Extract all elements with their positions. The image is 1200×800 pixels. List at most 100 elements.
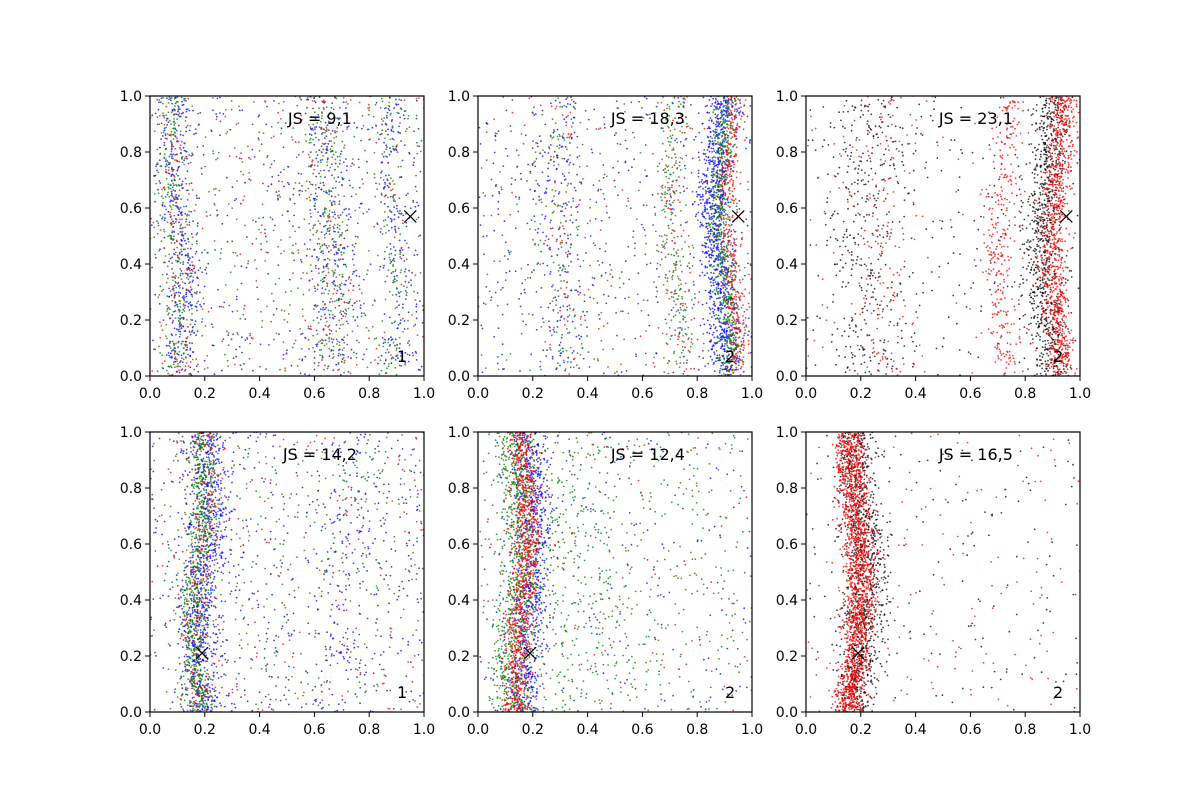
point-green xyxy=(724,286,727,288)
point-green xyxy=(733,302,736,305)
point-blue xyxy=(383,141,385,144)
point-red xyxy=(262,132,265,135)
point-green xyxy=(385,232,387,234)
point-red xyxy=(323,242,326,245)
point-green xyxy=(338,274,341,276)
point-blue xyxy=(179,147,181,149)
point-red xyxy=(174,366,176,369)
point-blue xyxy=(707,362,710,365)
point-blue xyxy=(174,221,177,223)
point-blue xyxy=(187,262,190,264)
point-green xyxy=(176,96,179,98)
point-blue xyxy=(705,251,707,253)
point-green xyxy=(729,168,732,171)
point-green xyxy=(323,368,325,371)
point-green xyxy=(721,177,723,179)
point-green xyxy=(672,296,675,299)
point-red xyxy=(291,138,294,141)
point-blue xyxy=(710,120,713,123)
point-blue xyxy=(497,208,500,210)
point-red xyxy=(188,331,191,334)
point-blue xyxy=(593,277,596,280)
point-red xyxy=(173,296,176,299)
point-green xyxy=(171,262,174,264)
point-red xyxy=(186,124,189,127)
point-green xyxy=(710,296,713,299)
point-blue xyxy=(398,176,401,179)
point-blue xyxy=(547,306,550,309)
point-blue xyxy=(158,101,160,104)
point-green xyxy=(661,187,664,189)
point-blue xyxy=(332,273,335,275)
point-blue xyxy=(163,127,166,129)
point-green xyxy=(387,341,390,344)
point-green xyxy=(732,102,734,104)
point-blue xyxy=(701,244,704,247)
point-red xyxy=(310,328,313,331)
point-red xyxy=(159,336,162,339)
point-red xyxy=(373,225,376,228)
point-red xyxy=(412,201,415,204)
point-green xyxy=(728,373,731,376)
point-red xyxy=(367,103,370,106)
point-green xyxy=(309,229,312,231)
point-green xyxy=(279,368,281,371)
point-green xyxy=(676,141,679,144)
point-green xyxy=(171,356,173,359)
point-green xyxy=(315,305,317,308)
point-blue xyxy=(721,296,724,298)
point-blue xyxy=(223,301,226,304)
point-red xyxy=(367,250,370,252)
point-green xyxy=(312,197,315,200)
point-green xyxy=(715,286,718,289)
point-blue xyxy=(338,348,341,351)
point-blue xyxy=(381,161,384,164)
point-blue xyxy=(289,330,291,332)
point-green xyxy=(726,283,728,286)
point-blue xyxy=(386,116,388,119)
point-blue xyxy=(186,108,189,111)
point-blue xyxy=(230,338,233,341)
point-blue xyxy=(548,320,550,323)
point-green xyxy=(708,254,710,257)
point-green xyxy=(709,265,712,268)
point-green xyxy=(718,258,721,261)
point-blue xyxy=(603,123,606,126)
point-blue xyxy=(582,310,584,313)
point-blue xyxy=(619,143,622,146)
point-blue xyxy=(407,342,409,344)
point-green xyxy=(168,308,171,310)
point-green xyxy=(488,290,491,293)
point-blue xyxy=(357,158,360,161)
point-blue xyxy=(321,359,323,361)
point-red xyxy=(338,327,341,330)
point-blue xyxy=(181,100,184,103)
point-blue xyxy=(184,254,187,257)
point-green xyxy=(737,368,739,371)
point-blue xyxy=(379,133,382,136)
point-blue xyxy=(390,252,393,255)
point-blue xyxy=(576,234,579,237)
point-blue xyxy=(182,261,185,263)
point-blue xyxy=(165,163,168,166)
point-blue xyxy=(383,362,386,365)
point-blue xyxy=(482,235,485,238)
point-green xyxy=(233,147,236,149)
point-green xyxy=(319,120,322,123)
point-blue xyxy=(720,129,722,131)
point-green xyxy=(668,359,670,362)
point-green xyxy=(726,302,728,305)
point-red xyxy=(416,152,419,155)
point-green xyxy=(712,234,714,237)
y-tick-label: 0.8 xyxy=(120,145,142,161)
point-green xyxy=(170,145,173,148)
point-green xyxy=(721,123,723,126)
point-blue xyxy=(692,256,695,259)
point-blue xyxy=(537,227,540,230)
point-green xyxy=(313,249,315,251)
point-blue xyxy=(733,239,736,241)
point-blue xyxy=(335,180,337,183)
point-blue xyxy=(711,345,714,348)
point-blue xyxy=(699,259,702,262)
point-green xyxy=(297,249,300,252)
